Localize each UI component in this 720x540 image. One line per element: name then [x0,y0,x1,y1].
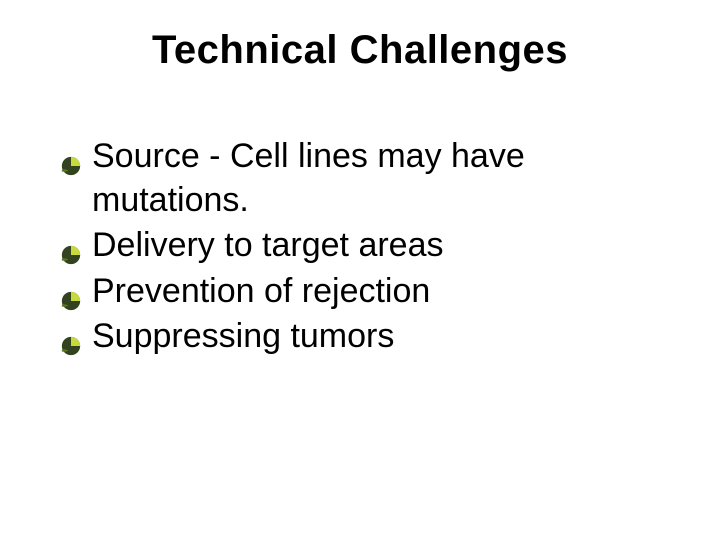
list-item: Suppressing tumors [60,315,660,359]
list-item-text: Source - Cell lines may have mutations. [92,135,660,222]
list-item-text: Delivery to target areas [92,224,660,268]
list-item-text: Suppressing tumors [92,315,660,359]
bullet-icon [60,325,82,347]
list-item-text: Prevention of rejection [92,270,660,314]
list-item: Source - Cell lines may have mutations. [60,135,660,222]
list-item: Delivery to target areas [60,224,660,268]
slide: Technical Challenges Source - Cell lines… [0,0,720,540]
list-item: Prevention of rejection [60,270,660,314]
bullet-icon [60,280,82,302]
slide-title: Technical Challenges [0,28,720,73]
bullet-icon [60,145,82,167]
bullet-list: Source - Cell lines may have mutations. … [60,135,660,361]
bullet-icon [60,234,82,256]
